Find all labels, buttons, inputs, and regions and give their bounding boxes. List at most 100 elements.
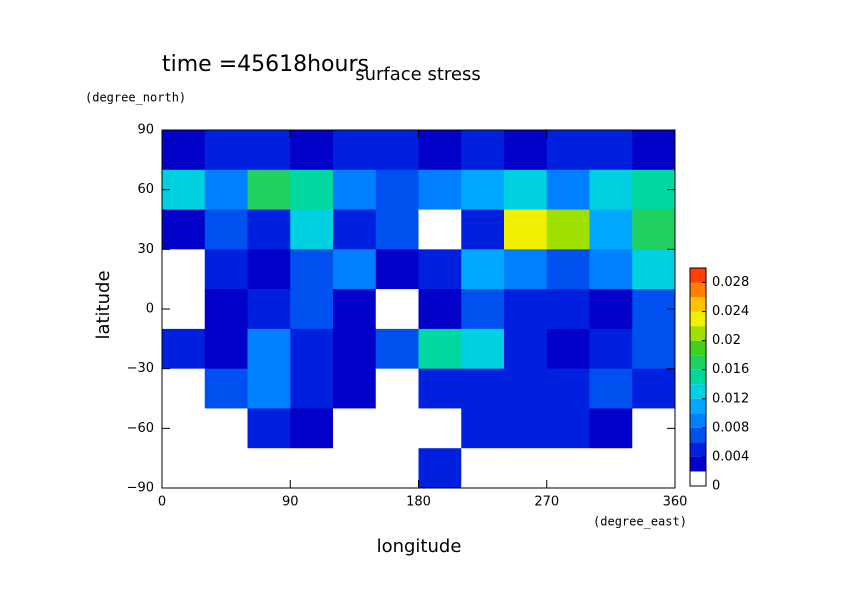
field-cell bbox=[333, 130, 377, 171]
field-cell bbox=[290, 249, 334, 290]
field-cell bbox=[204, 328, 248, 370]
field-cell bbox=[632, 130, 676, 171]
field-cell bbox=[461, 289, 505, 330]
colorbar-band bbox=[690, 340, 706, 356]
field-cell bbox=[589, 328, 633, 370]
colorbar-band bbox=[690, 355, 706, 370]
field-cell bbox=[504, 368, 548, 409]
field-cell bbox=[504, 209, 548, 250]
field-cell bbox=[375, 448, 419, 489]
field-cell bbox=[333, 368, 377, 409]
field-cell bbox=[247, 328, 291, 370]
field-cell bbox=[418, 448, 462, 489]
field-cell bbox=[546, 408, 590, 449]
field-cell bbox=[589, 408, 633, 449]
field-cell bbox=[461, 368, 505, 409]
field-cell bbox=[333, 448, 377, 489]
field-cell bbox=[589, 209, 633, 250]
colorbar-tick-label: 0.008 bbox=[712, 420, 749, 435]
field-cell bbox=[333, 209, 377, 250]
colorbar-tick-label: 0.016 bbox=[712, 362, 749, 377]
field-cell bbox=[461, 130, 505, 171]
field-cell bbox=[418, 368, 462, 409]
field-cell bbox=[375, 169, 419, 211]
colorbar-band bbox=[690, 456, 706, 472]
field-cell bbox=[290, 328, 334, 370]
colorbar-band bbox=[690, 398, 706, 414]
field-cell bbox=[375, 368, 419, 409]
y-tick-label: 90 bbox=[137, 123, 154, 138]
y-axis-label: latitude bbox=[93, 270, 114, 339]
field-cell bbox=[204, 368, 248, 409]
field-cell bbox=[632, 448, 676, 489]
colorbar-band bbox=[690, 442, 706, 457]
field-cell bbox=[589, 289, 633, 330]
field-cell bbox=[333, 289, 377, 330]
field-cell bbox=[504, 328, 548, 370]
field-cell bbox=[375, 209, 419, 250]
field-cell bbox=[418, 328, 462, 370]
field-cell bbox=[204, 249, 248, 290]
y-tick-label: −90 bbox=[127, 481, 154, 496]
field-cell bbox=[247, 368, 291, 409]
field-cell bbox=[375, 328, 419, 370]
field-cell bbox=[290, 289, 334, 330]
field-cell bbox=[290, 368, 334, 409]
field-cell bbox=[589, 448, 633, 489]
field-cell bbox=[204, 169, 248, 211]
field-cell bbox=[546, 209, 590, 250]
field-cell bbox=[204, 209, 248, 250]
field-cell bbox=[162, 448, 206, 489]
colorbar-band bbox=[690, 311, 706, 327]
annotation: time =45618hours bbox=[162, 52, 369, 77]
y-tick-label: 0 bbox=[146, 302, 154, 317]
field-cell bbox=[375, 249, 419, 290]
colorbar-frame bbox=[689, 267, 707, 487]
field-cell bbox=[504, 408, 548, 449]
field-cell bbox=[546, 368, 590, 409]
field-cell bbox=[375, 289, 419, 330]
colorbar-tick-label: 0.028 bbox=[712, 275, 749, 290]
x-units: (degree_east) bbox=[593, 515, 687, 529]
field-cell bbox=[290, 169, 334, 211]
field-cell bbox=[632, 368, 676, 409]
field-cell bbox=[290, 408, 334, 449]
colorbar-band bbox=[690, 369, 706, 385]
colorbar-band bbox=[690, 268, 706, 283]
colorbar-band bbox=[690, 282, 706, 298]
field-cell bbox=[546, 169, 590, 211]
x-tick-label: 270 bbox=[534, 495, 559, 510]
colorbar-tick-label: 0.012 bbox=[712, 391, 749, 406]
field-cell bbox=[162, 209, 206, 250]
field-cell bbox=[504, 448, 548, 489]
field-cell bbox=[204, 130, 248, 171]
field-cell bbox=[247, 169, 291, 211]
field-cell bbox=[290, 448, 334, 489]
field-cell bbox=[632, 328, 676, 370]
field-cell bbox=[546, 328, 590, 370]
field-cell bbox=[461, 408, 505, 449]
colorbar-band bbox=[690, 427, 706, 443]
x-tick-label: 90 bbox=[282, 495, 299, 510]
y-tick-label: −60 bbox=[127, 421, 154, 436]
field-cell bbox=[418, 408, 462, 449]
colorbar-tick-label: 0.024 bbox=[712, 304, 749, 319]
colorbar-band bbox=[690, 326, 706, 341]
field-cell bbox=[461, 209, 505, 250]
colorbar-tick-label: 0.02 bbox=[712, 333, 741, 348]
colorbar-band bbox=[690, 297, 706, 312]
field-cell bbox=[247, 448, 291, 489]
field-cell bbox=[418, 130, 462, 171]
field-cell bbox=[247, 249, 291, 290]
field-cell bbox=[589, 249, 633, 290]
field-cell bbox=[546, 130, 590, 171]
field-cell bbox=[247, 289, 291, 330]
field-cell bbox=[162, 368, 206, 409]
field-cell bbox=[247, 209, 291, 250]
field-cell bbox=[546, 249, 590, 290]
field-cell bbox=[546, 289, 590, 330]
field-cell bbox=[162, 328, 206, 370]
field-cell bbox=[418, 249, 462, 290]
colorbar-band bbox=[690, 384, 706, 399]
